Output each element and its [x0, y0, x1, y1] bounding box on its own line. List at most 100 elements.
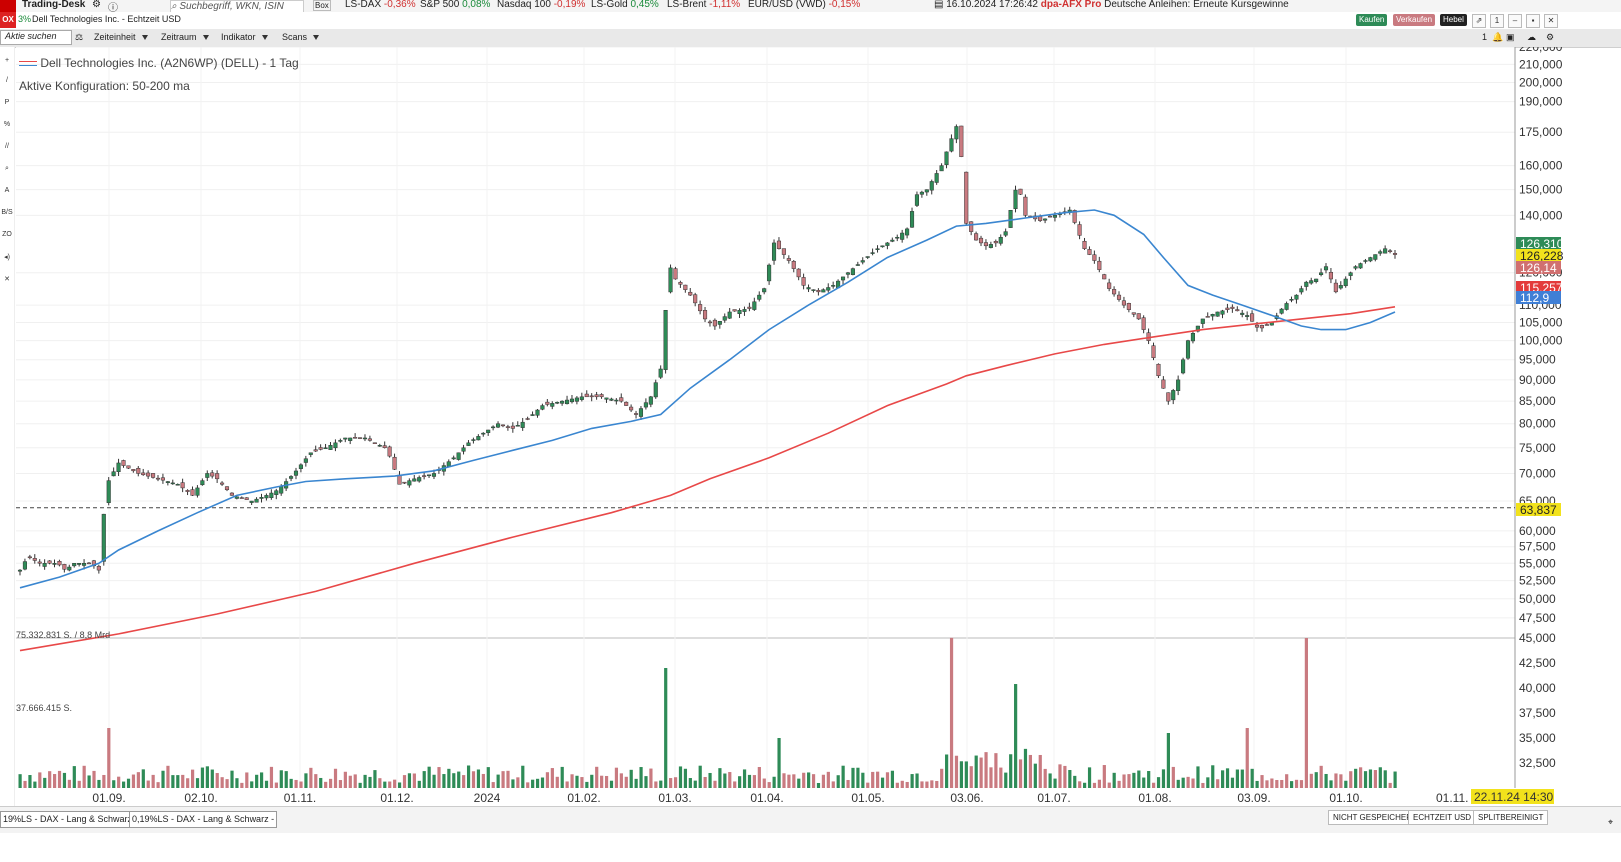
candle-body	[190, 489, 195, 496]
status-split-adjusted[interactable]: SPLITBEREINIGT	[1473, 810, 1549, 825]
volume-bar	[324, 781, 328, 788]
share-icon[interactable]: ⇗	[1472, 14, 1486, 28]
volume-bar	[609, 780, 614, 788]
volume-bar	[560, 766, 564, 788]
config-label: Aktive Konfiguration: 50-200 ma	[19, 79, 190, 93]
volume-bar	[1260, 775, 1264, 788]
volume-bar	[1206, 777, 1210, 788]
candle-body	[974, 233, 979, 241]
price-mark	[1516, 261, 1561, 274]
percent-icon[interactable]: %	[3, 121, 11, 128]
settings-icon[interactable]: ⚙	[92, 0, 101, 10]
info-icon[interactable]: ⓘ	[108, 3, 118, 13]
cloud-icon[interactable]: ☁	[1527, 32, 1536, 42]
y-tick-label: 55,000	[1519, 556, 1556, 570]
candle-body	[609, 398, 614, 401]
volume-bar	[614, 767, 619, 788]
candle-body	[200, 480, 205, 486]
zo-icon[interactable]: ZO	[2, 231, 12, 238]
candle-body	[471, 439, 476, 441]
ticker-brent[interactable]: LS-Brent -1,11%	[667, 0, 741, 10]
y-tick-label: 190,000	[1519, 95, 1563, 109]
candle-body	[1279, 308, 1284, 314]
alert-count[interactable]: 1	[1482, 32, 1488, 42]
text-tool-icon[interactable]: P	[4, 99, 10, 106]
ticker-nasdaq[interactable]: Nasdaq 100 -0,19%	[497, 0, 586, 10]
stock-search-input[interactable]: Aktie suchen	[0, 30, 72, 45]
instrument-tab-1[interactable]: 19%LS - DAX - Lang & Schwarz -	[0, 811, 141, 828]
lock-icon[interactable]: ▣	[1506, 32, 1515, 42]
candle-body	[954, 126, 959, 140]
timeunit-dropdown[interactable]: Zeiteinheit	[94, 32, 148, 42]
volume-bar	[1083, 782, 1087, 788]
search-input[interactable]: ⌕ Suchbegriff, WKN, ISIN	[170, 0, 304, 12]
volume-bar	[678, 766, 683, 788]
buy-sell-icon[interactable]: B/S	[1, 209, 13, 216]
app-title[interactable]: Trading-Desk	[22, 0, 86, 10]
close-icon[interactable]: ✕	[1544, 14, 1558, 28]
status-realtime[interactable]: ECHTZEIT USD	[1408, 810, 1477, 825]
period-dropdown[interactable]: Zeitraum	[161, 32, 209, 42]
candle-body	[865, 256, 870, 258]
ticker-eurusd[interactable]: EUR/USD (VWD) -0,15%	[748, 0, 861, 10]
candle-body	[412, 478, 417, 482]
volume-bar	[945, 754, 949, 788]
candle-body	[540, 405, 545, 410]
layout-icon[interactable]: ⚖	[75, 32, 84, 42]
annotation-icon[interactable]: A	[4, 187, 10, 194]
indicator-dropdown[interactable]: Indikator	[221, 32, 268, 42]
delete-icon[interactable]: ✕	[4, 276, 10, 283]
candle-body	[234, 496, 239, 499]
volume-bar	[841, 765, 845, 788]
y-tick-label: 50,000	[1519, 592, 1556, 606]
settings-gear-icon[interactable]: ⚙	[1546, 32, 1555, 42]
volume-bar	[885, 772, 890, 788]
candle-body	[362, 437, 368, 440]
minimize-icon[interactable]: –	[1508, 14, 1522, 28]
zoom-icon[interactable]: ⌕	[5, 165, 9, 172]
volume-bar	[1014, 684, 1018, 788]
scans-dropdown[interactable]: Scans	[282, 32, 320, 42]
lever-button[interactable]: Hebel	[1440, 14, 1467, 26]
candle-body	[495, 423, 501, 428]
volume-bar	[1354, 768, 1358, 788]
candle-body	[328, 445, 333, 450]
news-ticker[interactable]: ▤ 16.10.2024 17:26:42 dpa-AFX Pro Deutsc…	[934, 0, 1289, 10]
candle-body	[757, 294, 762, 300]
bell-icon[interactable]: 🔔	[1492, 32, 1504, 42]
candle-body	[146, 472, 151, 477]
crosshair-icon[interactable]: +	[4, 57, 10, 64]
volume-bar	[1299, 780, 1304, 788]
candle-body	[1388, 250, 1393, 252]
ticker-sp500[interactable]: S&P 500 0,08%	[420, 0, 491, 10]
pin-icon[interactable]: 1	[1490, 14, 1504, 28]
y-tick-label: 100,000	[1519, 334, 1563, 348]
plot-area	[16, 47, 1515, 788]
volume-bar	[402, 775, 407, 788]
candle-body	[1190, 333, 1195, 342]
volume-bar	[1196, 766, 1200, 788]
price-chart[interactable]: 45,000 47,500 50,000 52,500 55,000 57,500 60,0…	[0, 47, 1621, 807]
line-icon[interactable]: /	[6, 77, 8, 84]
candle-body	[811, 289, 816, 291]
box-button[interactable]: Box	[313, 0, 331, 11]
candle-body	[1013, 189, 1018, 209]
candle-body	[1082, 240, 1087, 249]
instrument-tab-2[interactable]: 0,19%LS - DAX - Lang & Schwarz -	[129, 811, 278, 828]
candle-body	[584, 393, 589, 398]
resize-handle-icon[interactable]: ⌖	[1608, 817, 1614, 827]
volume-bar	[107, 728, 111, 788]
sound-icon[interactable]: ◂)	[4, 254, 10, 261]
ticker-gold[interactable]: LS-Gold 0,45%	[591, 0, 659, 10]
volume-bar	[664, 668, 668, 788]
sell-button[interactable]: Verkaufen	[1393, 14, 1436, 26]
maximize-icon[interactable]: ▪	[1526, 14, 1540, 28]
buy-button[interactable]: Kaufen	[1356, 14, 1388, 26]
candle-body	[850, 268, 855, 275]
ticker-dax[interactable]: LS-DAX -0,36%	[345, 0, 416, 10]
volume-bar	[807, 772, 811, 788]
candle-body	[964, 171, 969, 224]
candle-body	[1284, 303, 1289, 310]
channel-icon[interactable]: //	[5, 143, 9, 150]
volume-bar	[831, 781, 835, 788]
